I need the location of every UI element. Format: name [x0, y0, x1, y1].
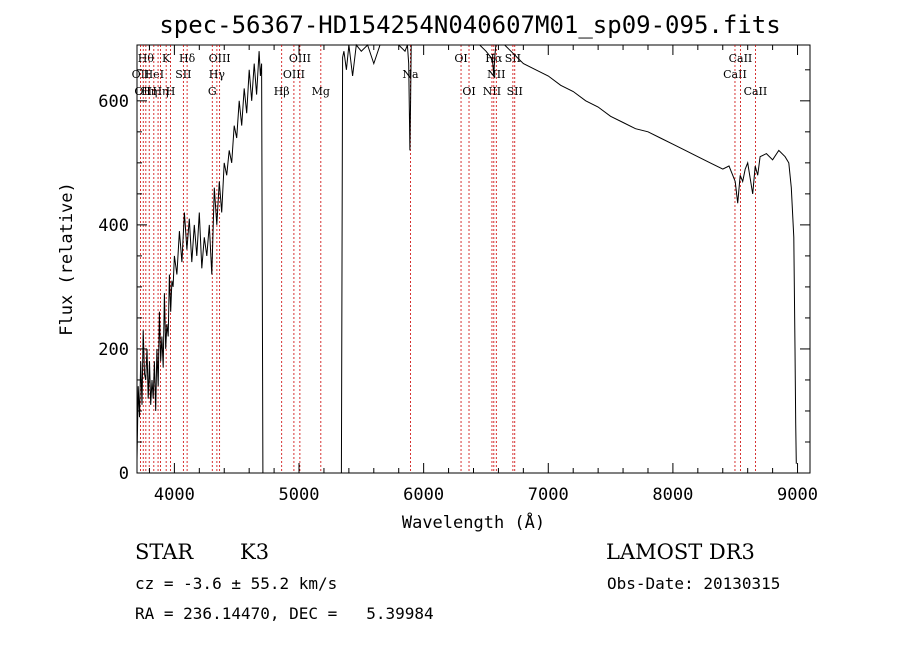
spectrum-line — [136, 43, 797, 474]
survey-name: LAMOST DR3 — [606, 540, 755, 564]
y-tick-label: 400 — [98, 216, 129, 236]
x-tick-label: 8000 — [652, 485, 693, 505]
line-marker-label: SII — [505, 52, 521, 65]
line-marker-label: SII — [507, 85, 523, 98]
y-tick-label: 600 — [98, 92, 129, 112]
y-tick-label: 0 — [119, 464, 129, 484]
x-tick-label: 4000 — [154, 485, 195, 505]
line-marker-label: Hβ — [274, 85, 290, 98]
y-axis-label: Flux (relative) — [57, 182, 77, 336]
line-marker-label: OI — [454, 52, 467, 65]
line-marker-label: NII — [483, 85, 501, 98]
line-marker-label: OIII — [209, 52, 231, 65]
line-marker-label: Hθ — [138, 52, 155, 65]
line-marker-label: Hη — [152, 85, 168, 98]
line-marker-label: Hγ — [209, 68, 226, 81]
line-marker-label: NII — [487, 68, 505, 81]
plot-frame — [136, 44, 811, 474]
line-marker-label: Hη — [141, 85, 157, 98]
line-marker-label: CaII — [744, 85, 768, 98]
line-marker-label: H — [166, 85, 176, 98]
x-tick-label: 5000 — [279, 485, 320, 505]
line-marker-label: K — [162, 52, 171, 65]
coordinates: RA = 236.14470, DEC = 5.39984 — [135, 604, 434, 623]
x-axis-label: Wavelength (Å) — [402, 511, 545, 533]
x-tick-label: 9000 — [777, 485, 818, 505]
line-marker-label: OII — [134, 85, 152, 98]
object-class: STAR — [135, 540, 194, 564]
y-tick-label: 200 — [98, 340, 129, 360]
spectral-subclass: K3 — [240, 540, 270, 564]
axis-ticks: 4000 5000 6000 7000 8000 9000 0 200 400 600 — [98, 45, 818, 505]
x-tick-label: 7000 — [528, 485, 569, 505]
line-marker-label: OIII — [289, 52, 311, 65]
line-marker-label: OII — [132, 68, 150, 81]
chart-title: spec-56367-HD154254N040607M01_sp09-095.f… — [159, 11, 780, 39]
line-marker-label: OIII — [283, 68, 305, 81]
redshift-cz: cz = -3.6 ± 55.2 km/s — [135, 574, 338, 593]
line-marker-label: HeI — [144, 68, 164, 81]
line-marker-label: OI — [462, 85, 475, 98]
line-marker-label: Hδ — [179, 52, 196, 65]
emission-line-markers: OII OII Hθ Hη HeI Hη K H SII Hδ G Hγ OIII Hβ OIII OIII M… — [132, 45, 768, 473]
line-marker-label: G — [208, 85, 217, 98]
line-marker-label: SII — [175, 68, 191, 81]
observation-date: Obs-Date: 20130315 — [607, 574, 781, 593]
x-tick-label: 6000 — [403, 485, 444, 505]
line-marker-label: CaII — [729, 52, 753, 65]
line-marker-label: Mg — [312, 85, 330, 98]
line-marker-label: CaII — [723, 68, 747, 81]
